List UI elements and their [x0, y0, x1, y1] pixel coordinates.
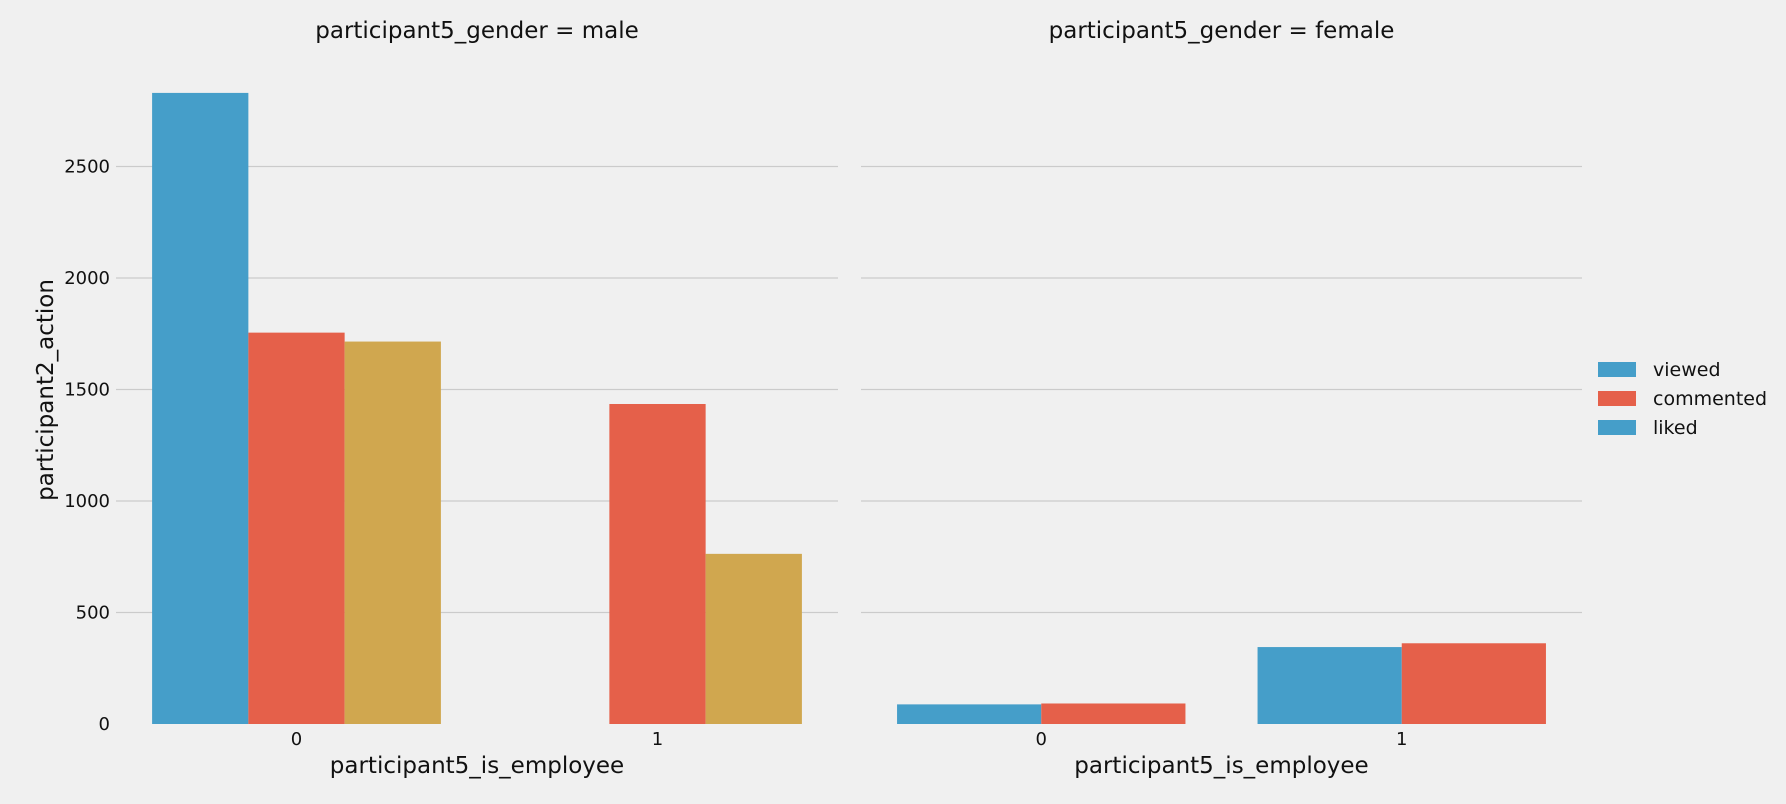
bar [1257, 647, 1402, 724]
y-tick-label: 2500 [64, 157, 110, 178]
x-tick-label: 1 [1396, 729, 1407, 750]
bar [1401, 643, 1546, 724]
y-tick-label: 0 [99, 714, 110, 735]
y-tick-label: 1000 [64, 491, 110, 512]
legend-swatch [1598, 362, 1636, 377]
bar [705, 553, 802, 724]
bar [897, 704, 1042, 724]
y-axis-label: participant2_action [33, 279, 59, 501]
legend: viewed commented liked [1598, 359, 1767, 439]
bar [248, 332, 345, 724]
panel-1: 0 1 participant5_gender = male participant5… [116, 18, 838, 779]
bar [609, 403, 706, 724]
x-tick-label: 0 [1036, 729, 1047, 750]
x-axis-label: participant5_is_employee [330, 753, 624, 779]
panel-title: participant5_gender = male [315, 18, 638, 44]
x-tick-label: 0 [291, 729, 302, 750]
y-tick-label: 2000 [64, 268, 110, 289]
y-tick-label: 500 [76, 603, 110, 624]
x-tick-label: 1 [652, 729, 663, 750]
panel-title: participant5_gender = female [1049, 18, 1395, 44]
legend-label: liked [1653, 417, 1698, 439]
legend-swatch [1598, 420, 1636, 435]
x-axis-label: participant5_is_employee [1074, 753, 1368, 779]
legend-label: commented [1653, 388, 1767, 410]
legend-swatch [1598, 391, 1636, 406]
panel-2: 0 1 participant5_gender = female participan… [861, 18, 1582, 779]
y-tick-label: 1500 [64, 380, 110, 401]
bar [344, 341, 441, 724]
legend-label: viewed [1653, 359, 1721, 381]
bar [1041, 703, 1186, 724]
bar [152, 92, 249, 724]
